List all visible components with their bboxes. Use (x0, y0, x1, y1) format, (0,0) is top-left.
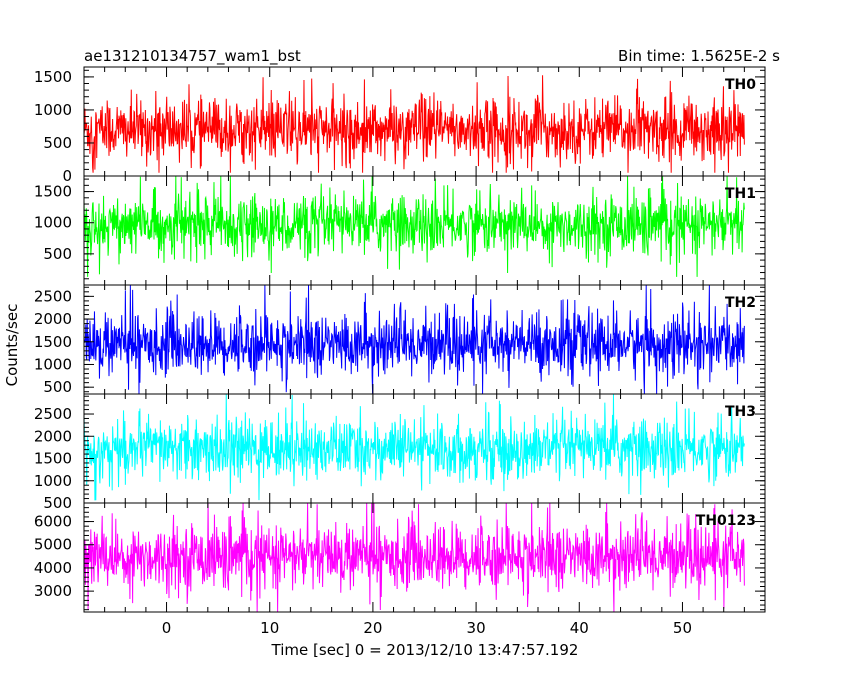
panel-th3: 500 1000 1500 2000 2500 TH3 (34, 393, 766, 512)
y-tick-label: 0 (62, 167, 72, 185)
chart-title-right: Bin time: 1.5625E-2 s (618, 47, 780, 65)
y-tick-label: 500 (43, 378, 72, 396)
y-tick-label: 500 (43, 494, 72, 512)
chart-title-left: ae131210134757_wam1_bst (84, 47, 301, 66)
panel-th2: 500 1000 1500 2000 2500 TH2 (34, 284, 766, 396)
y-tick-label: 1500 (34, 183, 72, 201)
x-tick-label: 0 (162, 619, 172, 637)
panel-th0: 0 500 1000 1500 TH0 (34, 66, 766, 185)
x-tick-label: 10 (260, 619, 279, 637)
band-label-th3: TH3 (725, 404, 756, 420)
y-tick-label: 2500 (34, 405, 72, 423)
x-axis-label: Time [sec] 0 = 2013/12/10 13:47:57.192 (271, 641, 579, 659)
x-tick-label: 20 (363, 619, 382, 637)
panels-group: 0 500 1000 1500 TH0 500 1000 1500 TH1 500 1000 1500… (34, 66, 766, 613)
y-axis-label: Counts/sec (3, 304, 21, 387)
series-trace-th2 (84, 285, 745, 394)
band-label-th0123: TH0123 (696, 513, 756, 529)
y-tick-label: 1500 (34, 68, 72, 86)
y-tick-label: 500 (43, 134, 72, 152)
band-label-th2: TH2 (725, 295, 756, 311)
x-tick-label: 50 (673, 619, 692, 637)
y-tick-label: 1000 (34, 472, 72, 490)
y-tick-label: 500 (43, 245, 72, 263)
series-trace-th1 (84, 176, 745, 277)
panel-th0123: 3000 4000 5000 6000 TH0123 (34, 502, 766, 613)
y-tick-label: 1500 (34, 450, 72, 468)
x-tick-label: 30 (467, 619, 486, 637)
x-tick-label: 40 (570, 619, 589, 637)
y-tick-label: 1000 (34, 355, 72, 373)
series-trace-th0 (84, 75, 745, 173)
y-tick-label: 2000 (34, 310, 72, 328)
y-tick-label: 6000 (34, 513, 72, 531)
y-tick-label: 3000 (34, 582, 72, 600)
series-trace-th3 (84, 394, 745, 501)
y-tick-label: 2000 (34, 427, 72, 445)
y-tick-label: 4000 (34, 559, 72, 577)
x-axis: 0 10 20 30 40 50 (162, 619, 692, 637)
y-tick-label: 2500 (34, 287, 72, 305)
y-tick-label: 1000 (34, 101, 72, 119)
band-label-th0: TH0 (725, 77, 756, 93)
y-tick-label: 1000 (34, 214, 72, 232)
y-tick-label: 5000 (34, 536, 72, 554)
panel-frame (83, 502, 766, 613)
panel-th1: 500 1000 1500 TH1 (34, 175, 766, 286)
series-trace-th0123 (84, 503, 745, 612)
y-tick-label: 1500 (34, 333, 72, 351)
band-label-th1: TH1 (725, 186, 756, 202)
